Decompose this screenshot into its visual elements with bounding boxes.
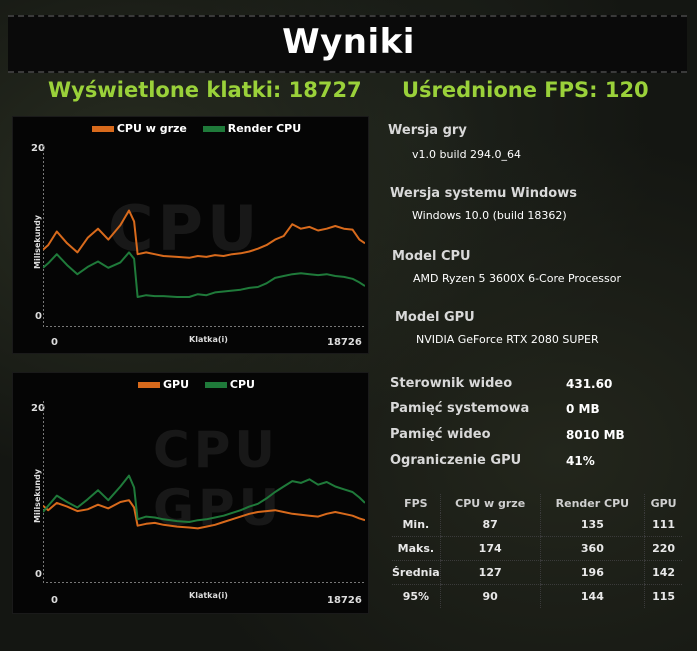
table-row: Średnia 127 196 142 xyxy=(392,560,682,585)
table-cell: 111 xyxy=(644,513,682,537)
series-line-cpu-w-grze xyxy=(43,209,365,259)
legend-label-gpu: GPU xyxy=(163,378,190,391)
chart-axes xyxy=(43,145,365,327)
series-line-render-cpu xyxy=(43,251,365,298)
table-cell: 196 xyxy=(539,560,645,585)
cpu-game-header: CPU w grze xyxy=(439,494,541,513)
y-tick-min: 0 xyxy=(35,569,42,580)
windows-version-value: Windows 10.0 (build 18362) xyxy=(412,209,567,222)
chart-watermark-gpu: GPU xyxy=(153,479,284,537)
table-cell: 360 xyxy=(539,536,645,561)
gpu-model-value: NVIDIA GeForce RTX 2080 SUPER xyxy=(416,333,599,346)
legend-swatch-cpu xyxy=(204,382,227,388)
row-label-max: Maks. xyxy=(392,536,441,561)
y-axis-label: Milisekundy xyxy=(33,214,42,269)
table-cell: 87 xyxy=(439,513,541,537)
game-version-value: v1.0 build 294.0_64 xyxy=(412,148,522,161)
fps-table-header: FPS CPU w grze Render CPU GPU xyxy=(392,494,682,513)
fps-header: FPS xyxy=(404,497,428,510)
cpu-chart-legend: CPU w grze Render CPU xyxy=(13,122,368,135)
gpu-bound-label: Ograniczenie GPU xyxy=(390,453,522,468)
table-row: Min. 87 135 111 xyxy=(392,513,682,537)
gpu-chart-panel: GPU CPU CPU GPU 20 0 Milisekundy 0 Klatk… xyxy=(12,372,369,614)
y-tick-max: 20 xyxy=(31,143,45,154)
y-tick-min: 0 xyxy=(35,311,42,322)
x-tick-end: 18726 xyxy=(327,337,362,348)
gpu-chart-svg xyxy=(43,401,365,583)
legend-swatch-cpu-game xyxy=(91,126,114,132)
gpu-chart-legend: GPU CPU xyxy=(13,378,368,391)
x-axis-label: Klatka(i) xyxy=(189,591,228,600)
chart-axes xyxy=(43,401,365,583)
table-cell: 174 xyxy=(439,536,541,561)
gpu-bound-value: 41% xyxy=(566,454,595,468)
average-fps: Uśrednione FPS: 120 xyxy=(402,78,649,102)
system-memory-value: 0 MB xyxy=(566,402,600,416)
table-cell: 220 xyxy=(644,536,682,561)
system-memory-label: Pamięć systemowa xyxy=(390,401,530,416)
chart-watermark: CPU xyxy=(108,192,262,265)
video-memory-value: 8010 MB xyxy=(566,428,625,442)
x-tick-start: 0 xyxy=(51,337,58,348)
row-label-avg: Średnia xyxy=(392,560,441,585)
x-axis-label: Klatka(i) xyxy=(189,335,228,344)
video-memory-label: Pamięć wideo xyxy=(390,427,491,442)
windows-version-label: Wersja systemu Windows xyxy=(390,186,577,201)
cpu-chart-svg xyxy=(43,145,365,327)
table-cell: 144 xyxy=(539,584,645,608)
row-label-min: Min. xyxy=(392,513,441,537)
table-row: Maks. 174 360 220 xyxy=(392,536,682,561)
row-label-95: 95% xyxy=(402,590,430,603)
cpu-chart-panel: CPU w grze Render CPU CPU 20 0 Milisekun… xyxy=(12,116,369,354)
x-tick-end: 18726 xyxy=(327,595,362,606)
series-line-gpu xyxy=(43,499,365,530)
render-cpu-header: Render CPU xyxy=(539,494,645,513)
gpu-header: GPU xyxy=(644,494,682,513)
legend-label-render-cpu: Render CPU xyxy=(227,122,302,135)
title-bar xyxy=(8,15,687,73)
y-tick-max: 20 xyxy=(31,403,45,414)
legend-label-cpu: CPU xyxy=(229,378,255,391)
legend-label-cpu-game: CPU w grze xyxy=(116,122,187,135)
game-version-label: Wersja gry xyxy=(388,123,467,138)
page-title: Wyniki xyxy=(282,22,415,62)
frames-count: Wyświetlone klatki: 18727 xyxy=(48,78,362,102)
chart-watermark-cpu: CPU xyxy=(153,421,279,479)
cpu-model-label: Model CPU xyxy=(392,249,471,264)
video-driver-value: 431.60 xyxy=(566,377,613,391)
video-driver-label: Sterownik wideo xyxy=(390,376,513,391)
x-tick-start: 0 xyxy=(51,595,58,606)
table-cell: 115 xyxy=(644,584,682,608)
cpu-plot-area xyxy=(43,145,365,327)
legend-swatch-render-cpu xyxy=(202,126,225,132)
legend-swatch-gpu xyxy=(138,382,161,388)
fps-table: FPS CPU w grze Render CPU GPU Min. 87 13… xyxy=(392,494,682,608)
table-cell: 90 xyxy=(439,584,541,608)
table-cell: 135 xyxy=(539,513,645,537)
series-line-cpu xyxy=(43,474,365,523)
cpu-model-value: AMD Ryzen 5 3600X 6-Core Processor xyxy=(413,272,621,285)
table-cell: 127 xyxy=(439,560,541,585)
gpu-model-label: Model GPU xyxy=(395,310,475,325)
table-row: 95% 90 144 115 xyxy=(392,584,682,608)
y-axis-label: Milisekundy xyxy=(33,468,42,523)
gpu-plot-area xyxy=(43,401,365,583)
table-cell: 142 xyxy=(644,560,682,585)
